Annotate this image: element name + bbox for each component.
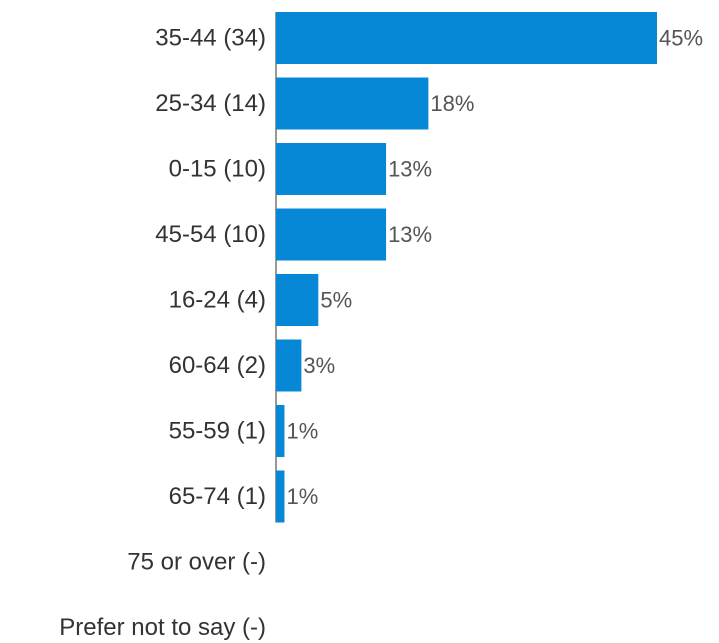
bar bbox=[276, 208, 387, 261]
category-label: Prefer not to say (-) bbox=[59, 614, 266, 641]
category-label: 35-44 (34) bbox=[155, 25, 266, 52]
bar bbox=[276, 339, 302, 392]
category-label: 45-54 (10) bbox=[155, 221, 266, 248]
category-label: 75 or over (-) bbox=[127, 549, 266, 576]
value-label: 5% bbox=[320, 288, 352, 313]
category-labels-group: 35-44 (34) 25-34 (14) 0-15 (10) 45-54 (10) 1… bbox=[59, 25, 266, 642]
category-label: 60-64 (2) bbox=[169, 352, 266, 379]
category-label: 65-74 (1) bbox=[169, 483, 266, 510]
category-label: 25-34 (14) bbox=[155, 90, 266, 117]
value-label: 45% bbox=[659, 26, 703, 51]
value-label: 3% bbox=[303, 353, 335, 378]
bar bbox=[276, 405, 285, 457]
value-label: 18% bbox=[430, 91, 474, 116]
category-label: 0-15 (10) bbox=[169, 156, 266, 183]
category-label: 16-24 (4) bbox=[169, 287, 266, 314]
value-label: 1% bbox=[286, 484, 318, 509]
value-label: 1% bbox=[286, 419, 318, 444]
bar bbox=[276, 12, 657, 64]
bars-group bbox=[276, 12, 657, 523]
bar bbox=[276, 470, 285, 523]
value-label: 13% bbox=[388, 157, 432, 182]
value-label: 13% bbox=[388, 222, 432, 247]
category-label: 55-59 (1) bbox=[169, 418, 266, 445]
bar bbox=[276, 77, 429, 130]
value-labels-group: 45% 18% 13% 13% 5% 3% 1% 1% bbox=[286, 26, 703, 510]
bar bbox=[276, 274, 319, 326]
bar bbox=[276, 143, 387, 195]
